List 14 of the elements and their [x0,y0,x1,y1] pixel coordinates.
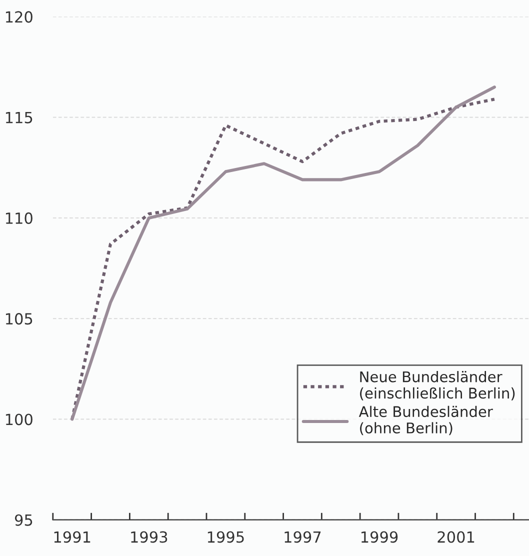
y-tick-label: 110 [6,212,32,224]
y-tick-label: 115 [6,112,32,124]
x-tick-label: 1999 [361,531,398,543]
x-tick-label: 1995 [208,531,244,543]
x-tick-label: 1993 [131,531,168,543]
y-tick-label: 120 [6,11,32,23]
legend-label: Neue Bundesländer (einschließlich Berlin) [360,371,515,400]
x-tick-label: 2001 [438,531,474,543]
x-tick-label: 1991 [54,531,90,543]
x-tick-label: 1997 [284,531,321,543]
y-tick-label: 105 [6,313,32,325]
legend-label: Alte Bundesländer (ohne Berlin) [358,406,493,436]
y-tick-label: 100 [6,414,32,426]
y-tick-label: 95 [14,514,32,526]
